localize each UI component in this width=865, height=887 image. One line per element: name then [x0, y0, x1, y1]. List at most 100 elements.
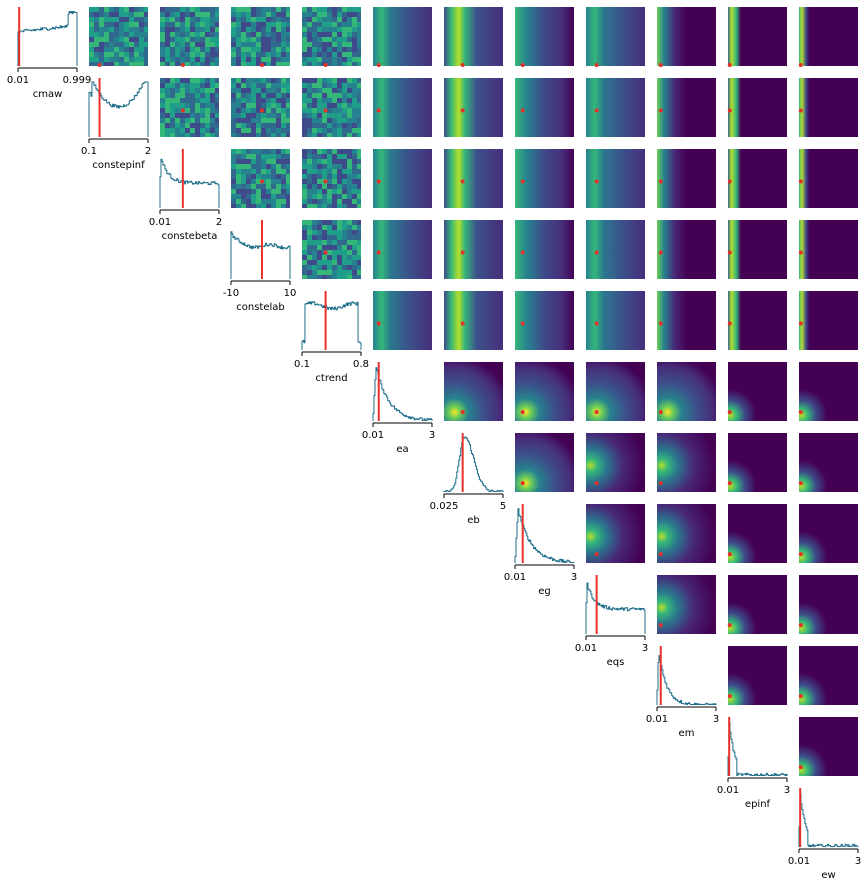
- density-cell: [200, 62, 205, 66]
- density-cell: [175, 47, 180, 52]
- density-cell: [357, 118, 361, 123]
- density-cell: [205, 27, 210, 32]
- density-cell: [337, 17, 342, 22]
- density-cell: [352, 37, 357, 42]
- density-cell: [342, 52, 347, 57]
- density-cell: [352, 250, 357, 255]
- density-cell: [357, 164, 361, 169]
- density-cell: [266, 27, 271, 32]
- density-cell: [266, 57, 271, 62]
- density-cell: [312, 260, 317, 265]
- density-cell: [246, 189, 251, 194]
- density-cell: [200, 98, 205, 103]
- density-cell: [170, 12, 175, 17]
- density-cell: [317, 260, 322, 265]
- density-cell: [327, 133, 332, 137]
- density-fill: [515, 433, 574, 492]
- density-cell: [160, 113, 165, 118]
- density-cell: [236, 133, 241, 137]
- density-cell: [312, 275, 317, 279]
- true-value-marker: [594, 179, 599, 184]
- density-cell: [302, 189, 307, 194]
- density-fill: [799, 220, 858, 279]
- density-cell: [337, 220, 342, 225]
- density-cell: [271, 32, 276, 37]
- density-cell: [337, 12, 342, 17]
- density-cell: [266, 204, 271, 208]
- density-cell: [332, 159, 337, 164]
- density-panel: [515, 220, 574, 279]
- density-cell: [327, 275, 332, 279]
- density-cell: [256, 32, 261, 37]
- density-cell: [231, 12, 236, 17]
- density-cell: [271, 189, 276, 194]
- density-cell: [175, 7, 180, 12]
- density-cell: [160, 47, 165, 52]
- density-cell: [185, 88, 190, 93]
- density-cell: [160, 52, 165, 57]
- density-cell: [286, 17, 290, 22]
- density-cell: [180, 83, 185, 88]
- true-value-marker: [460, 108, 465, 113]
- density-cell: [261, 83, 266, 88]
- density-cell: [231, 47, 236, 52]
- density-cell: [342, 179, 347, 184]
- density-cell: [322, 32, 327, 37]
- density-fill: [799, 646, 858, 705]
- density-cell: [302, 184, 307, 189]
- density-cell: [327, 88, 332, 93]
- density-cell: [104, 47, 109, 52]
- density-cell: [256, 62, 261, 66]
- density-cell: [94, 52, 99, 57]
- density-cell: [286, 98, 290, 103]
- density-panel: [373, 291, 432, 350]
- density-cell: [165, 62, 170, 66]
- density-cell: [99, 12, 104, 17]
- density-cell: [352, 93, 357, 98]
- density-cell: [271, 88, 276, 93]
- density-cell: [322, 189, 327, 194]
- density-cell: [342, 27, 347, 32]
- density-cell: [139, 7, 144, 12]
- density-cell: [327, 78, 332, 83]
- density-cell: [160, 7, 165, 12]
- density-cell: [185, 113, 190, 118]
- true-value-marker: [594, 410, 599, 415]
- density-cell: [327, 154, 332, 159]
- density-cell: [332, 204, 337, 208]
- density-cell: [322, 42, 327, 47]
- density-cell: [312, 159, 317, 164]
- density-cell: [160, 57, 165, 62]
- density-cell: [312, 250, 317, 255]
- density-cell: [266, 12, 271, 17]
- density-cell: [256, 164, 261, 169]
- density-cell: [322, 204, 327, 208]
- density-cell: [352, 88, 357, 93]
- density-cell: [261, 17, 266, 22]
- density-cell: [271, 37, 276, 42]
- density-cell: [170, 17, 175, 22]
- density-cell: [357, 32, 361, 37]
- density-cell: [114, 57, 119, 62]
- density-cell: [307, 189, 312, 194]
- density-cell: [241, 123, 246, 128]
- density-cell: [276, 133, 281, 137]
- density-cell: [307, 204, 312, 208]
- density-cell: [195, 42, 200, 47]
- density-cell: [129, 32, 134, 37]
- density-cell: [160, 62, 165, 66]
- density-cell: [124, 27, 129, 32]
- density-cell: [281, 123, 286, 128]
- density-cell: [286, 32, 290, 37]
- density-cell: [307, 83, 312, 88]
- density-cell: [302, 37, 307, 42]
- density-cell: [139, 47, 144, 52]
- density-cell: [276, 128, 281, 133]
- density-cell: [322, 194, 327, 199]
- density-cell: [322, 52, 327, 57]
- density-cell: [307, 240, 312, 245]
- density-cell: [347, 225, 352, 230]
- true-value-marker: [658, 321, 663, 326]
- density-fill: [515, 291, 574, 350]
- density-cell: [99, 57, 104, 62]
